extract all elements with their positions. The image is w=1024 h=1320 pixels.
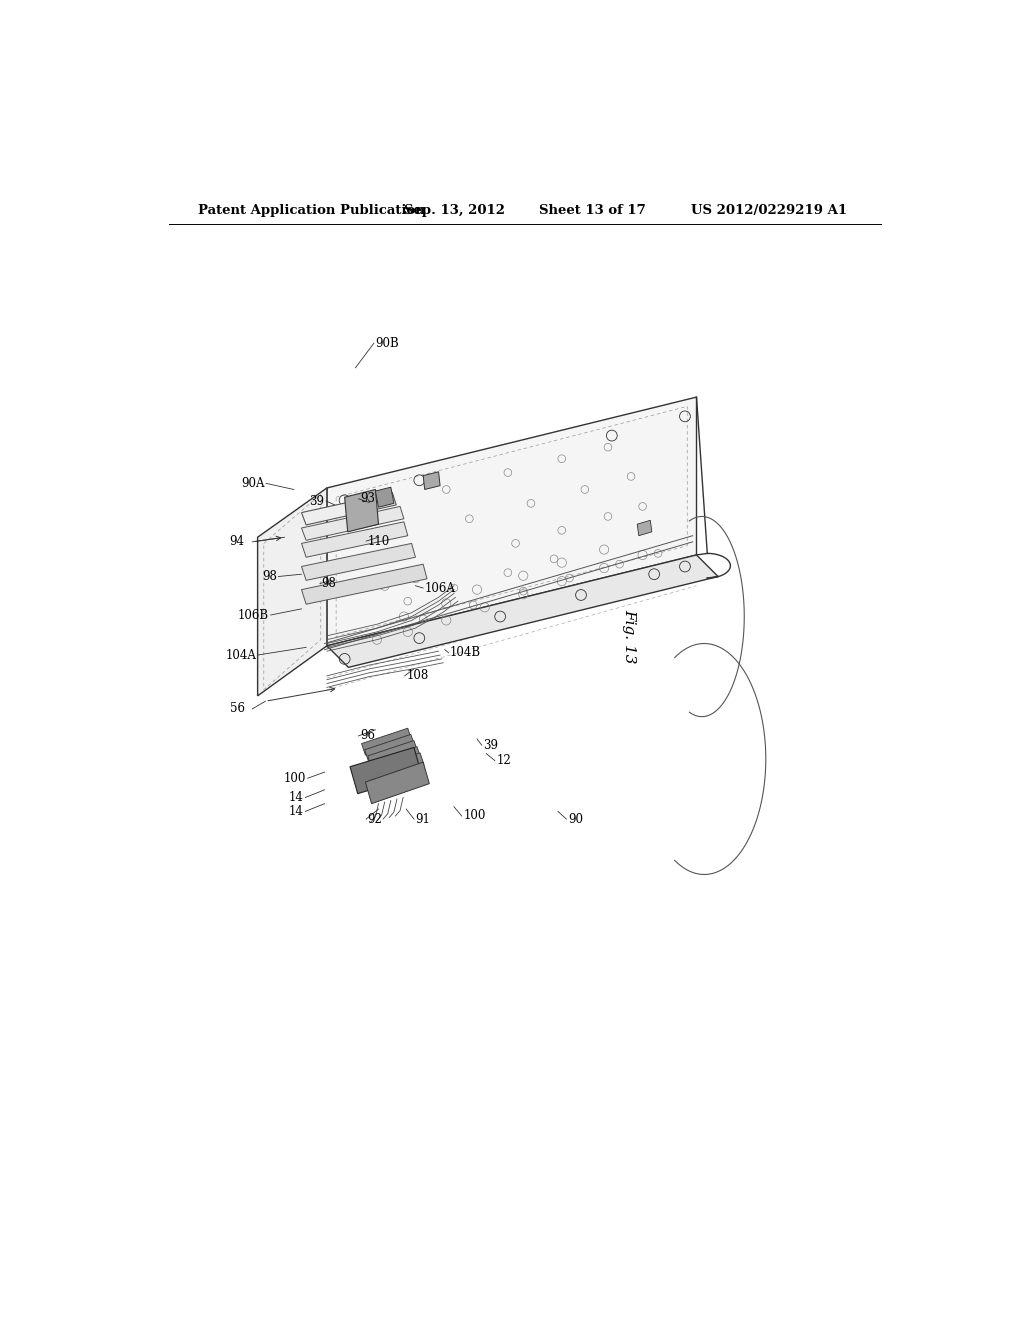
Polygon shape (361, 729, 412, 755)
Text: 56: 56 (229, 702, 245, 715)
Text: Sep. 13, 2012: Sep. 13, 2012 (403, 205, 505, 218)
Text: 14: 14 (289, 805, 304, 818)
Text: 104B: 104B (451, 647, 481, 659)
Text: Fig. 13: Fig. 13 (623, 609, 637, 663)
Polygon shape (327, 397, 696, 645)
Polygon shape (371, 747, 421, 774)
Polygon shape (366, 762, 429, 804)
Text: 98: 98 (322, 577, 337, 590)
Polygon shape (350, 747, 422, 793)
Text: 106A: 106A (425, 582, 456, 594)
Text: 90B: 90B (376, 337, 399, 350)
Text: 90: 90 (568, 813, 583, 825)
Polygon shape (374, 752, 424, 780)
Text: 39: 39 (309, 495, 325, 508)
Text: 100: 100 (284, 772, 306, 785)
Polygon shape (301, 492, 396, 525)
Text: 39: 39 (483, 739, 499, 751)
Text: 90A: 90A (241, 477, 264, 490)
Text: 104A: 104A (225, 648, 256, 661)
Text: 92: 92 (368, 813, 383, 825)
Text: 91: 91 (416, 813, 430, 825)
Text: 94: 94 (229, 536, 245, 548)
Text: 100: 100 (463, 809, 485, 822)
Text: 12: 12 (497, 754, 511, 767)
Polygon shape (258, 488, 327, 696)
Text: Sheet 13 of 17: Sheet 13 of 17 (539, 205, 645, 218)
Text: 108: 108 (407, 669, 428, 682)
Text: 110: 110 (368, 535, 390, 548)
Text: US 2012/0229219 A1: US 2012/0229219 A1 (691, 205, 847, 218)
Text: Patent Application Publication: Patent Application Publication (199, 205, 425, 218)
Polygon shape (376, 487, 394, 507)
Polygon shape (637, 520, 652, 536)
Polygon shape (301, 544, 416, 581)
Text: 98: 98 (262, 570, 276, 583)
Polygon shape (301, 521, 408, 557)
Polygon shape (423, 471, 440, 490)
Polygon shape (301, 507, 403, 540)
Text: 106B: 106B (238, 609, 269, 622)
Polygon shape (368, 741, 418, 767)
Polygon shape (327, 554, 718, 668)
Text: 96: 96 (360, 730, 375, 742)
Polygon shape (301, 564, 427, 605)
Polygon shape (345, 490, 379, 532)
Text: 14: 14 (289, 791, 304, 804)
Polygon shape (365, 734, 415, 762)
Text: 93: 93 (360, 492, 375, 506)
